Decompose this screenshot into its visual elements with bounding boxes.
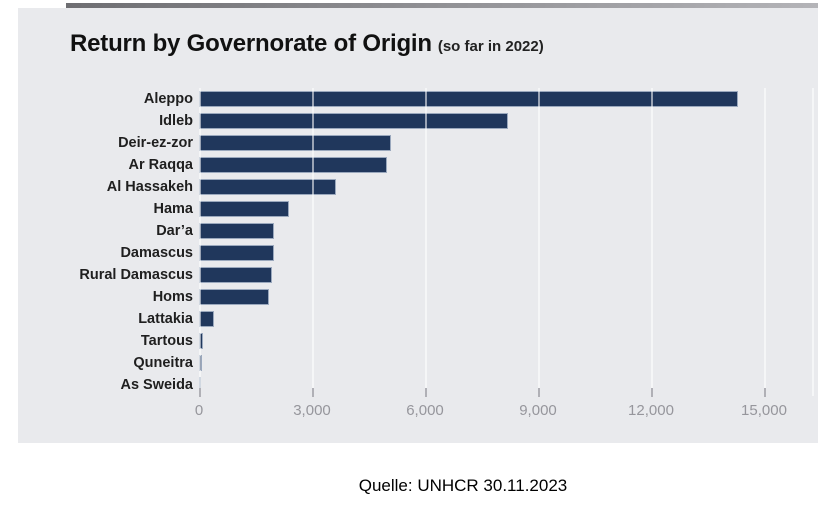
gridline — [538, 88, 540, 396]
x-tick-label: 0 — [194, 402, 204, 419]
bar — [199, 157, 388, 173]
gridline — [764, 88, 766, 396]
bar — [199, 179, 337, 195]
x-tick-label: 6,000 — [406, 402, 444, 419]
plot-area — [199, 88, 814, 396]
x-tick-label: 12,000 — [628, 402, 674, 419]
title-block: Return by Governorate of Origin (so far i… — [70, 30, 544, 58]
tick-mark — [199, 388, 201, 397]
category-label: Homs — [152, 289, 193, 305]
category-label: Al Hassakeh — [106, 179, 193, 195]
category-label: Aleppo — [143, 91, 193, 107]
category-label: Idleb — [159, 113, 193, 129]
category-label: Hama — [153, 201, 194, 217]
category-label: Quneitra — [133, 355, 193, 371]
category-label: Damascus — [120, 245, 193, 261]
category-label: Ar Raqqa — [128, 157, 193, 173]
bar — [199, 311, 215, 327]
tick-mark — [312, 388, 314, 397]
bar — [199, 201, 290, 217]
category-label: Deir-ez-zor — [118, 135, 193, 151]
bar — [199, 113, 508, 129]
category-label: As Sweida — [120, 377, 193, 393]
gridline — [199, 88, 201, 396]
source-caption: Quelle: UNHCR 30.11.2023 — [358, 476, 568, 495]
bar — [199, 91, 738, 107]
category-label: Tartous — [140, 333, 193, 349]
window-top-border — [66, 3, 818, 8]
chart-card: Return by Governorate of Origin (so far i… — [18, 8, 818, 443]
bar — [199, 245, 275, 261]
tick-mark — [425, 388, 427, 397]
gridline — [425, 88, 427, 396]
gridline — [651, 88, 653, 396]
chart-area: Aleppo Idleb Deir-ez-zor Ar Raqqa Al Hassake… — [18, 88, 818, 396]
gridline — [312, 88, 314, 396]
bar — [199, 135, 392, 151]
x-tick-label: 3,000 — [293, 402, 331, 419]
bar — [199, 267, 273, 283]
x-tick-label: 15,000 — [741, 402, 787, 419]
category-label: Rural Damascus — [79, 267, 193, 283]
category-label: Lattakia — [138, 311, 193, 327]
tick-mark — [538, 388, 540, 397]
category-label: Dar’a — [156, 223, 193, 239]
tick-mark — [651, 388, 653, 397]
tick-mark — [764, 388, 766, 397]
bar — [199, 289, 269, 305]
x-tick-label: 9,000 — [519, 402, 557, 419]
gridline — [812, 88, 814, 396]
chart-title: Return by Governorate of Origin — [70, 30, 432, 57]
bar — [199, 223, 275, 239]
chart-subtitle: (so far in 2022) — [437, 38, 544, 55]
